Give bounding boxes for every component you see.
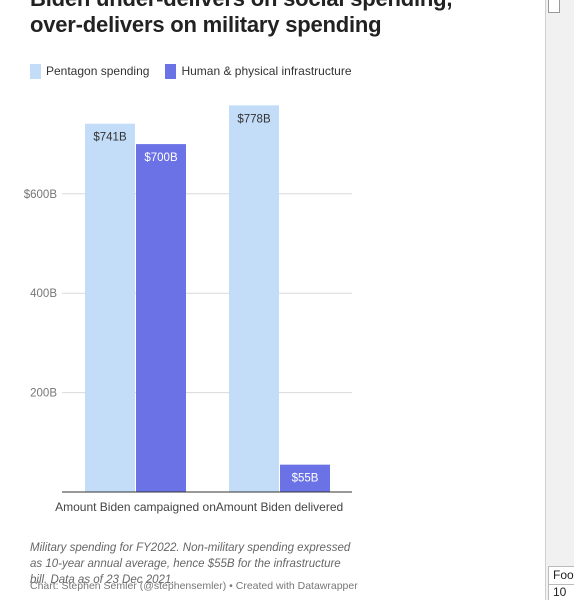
legend-label-infrastructure: Human & physical infrastructure <box>181 64 352 78</box>
y-tick-label-0: 200B <box>30 388 57 400</box>
chart-title: Biden under-delivers on social spending,… <box>30 0 545 38</box>
scroll-sidebar[interactable] <box>545 0 574 600</box>
data-label-0-0: $741B <box>93 132 127 144</box>
legend-swatch-pentagon <box>30 63 41 79</box>
chart-title-line-2: over-delivers on military spending <box>30 12 382 37</box>
legend-label-pentagon: Pentagon spending <box>46 64 150 78</box>
bar-1-0 <box>136 144 186 492</box>
data-label-1-0: $700B <box>144 152 178 164</box>
foo-field-label: Foo <box>548 566 574 584</box>
foo-field-value[interactable]: 10 <box>548 584 574 600</box>
chart-credit: Chart: Stephen Semler (@stephensemler) •… <box>30 580 358 592</box>
data-label-1-1: $55B <box>292 473 319 485</box>
category-label-1: Amount Biden delivered <box>216 500 343 514</box>
chart-panel: Biden under-delivers on social spending,… <box>23 0 545 592</box>
category-label-0: Amount Biden campaigned on <box>55 500 216 514</box>
data-label-0-1: $778B <box>237 113 271 125</box>
bar-0-0 <box>85 123 135 493</box>
bar-1-1 <box>280 464 330 492</box>
chart-title-line-1: Biden under-delivers on social spending, <box>30 0 545 12</box>
legend-item-pentagon: Pentagon spending <box>30 63 150 79</box>
y-tick-label-2: $600B <box>24 189 58 201</box>
bar-chart: 200B 400B $600B $741B $700B Amount Biden camp… <box>24 105 352 514</box>
legend-swatch-infrastructure <box>165 63 177 79</box>
legend-item-infrastructure: Human & physical infrastructure <box>165 63 352 79</box>
checkbox[interactable] <box>548 0 560 13</box>
chart-footnote: Military spending for FY2022. Non-milita… <box>30 542 351 586</box>
bar-0-1 <box>229 105 279 493</box>
chart-legend: Pentagon spending Human & physical infra… <box>30 63 368 79</box>
y-tick-label-1: 400B <box>30 288 57 300</box>
